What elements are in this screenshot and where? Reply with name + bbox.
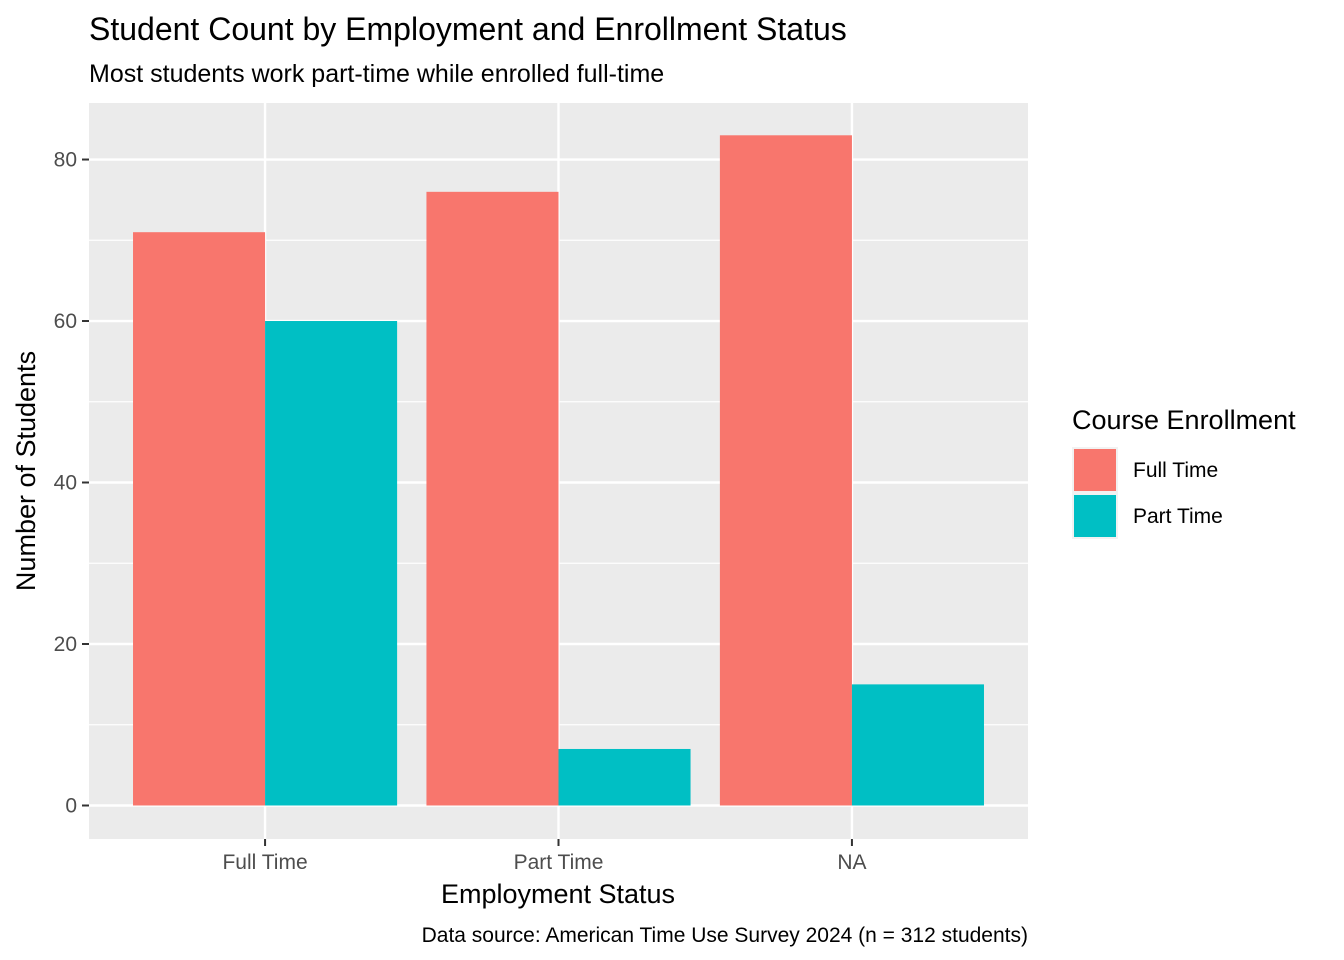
legend-label: Full Time (1133, 459, 1218, 482)
bar (426, 191, 559, 806)
bar (265, 321, 398, 806)
y-tick-label: 0 (65, 794, 77, 817)
legend: Course Enrollment Full Time Part Time (1072, 405, 1296, 539)
y-tick-label: 40 (54, 472, 77, 495)
bars (133, 135, 984, 806)
y-axis-label: Number of Students (11, 351, 41, 591)
x-axis-label: Employment Status (441, 879, 675, 909)
chart-subtitle: Most students work part-time while enrol… (89, 60, 664, 88)
legend-items: Full Time Part Time (1072, 447, 1223, 539)
legend-key (1074, 449, 1116, 491)
bar (851, 684, 984, 806)
legend-title: Course Enrollment (1072, 405, 1296, 435)
chart-caption: Data source: American Time Use Survey 20… (422, 924, 1028, 947)
y-axis: 0 20 40 60 80 (54, 149, 89, 817)
x-tick-label: NA (837, 851, 866, 874)
x-tick-label: Part Time (514, 851, 604, 874)
y-tick-label: 60 (54, 310, 77, 333)
legend-label: Part Time (1133, 505, 1223, 528)
chart-title: Student Count by Employment and Enrollme… (89, 11, 847, 47)
y-tick-label: 80 (54, 149, 77, 172)
x-axis: Full Time Part Time NA (222, 839, 867, 874)
bar (719, 135, 852, 806)
x-tick-label: Full Time (222, 851, 307, 874)
bar (558, 748, 691, 806)
legend-key (1074, 495, 1116, 537)
y-tick-label: 20 (54, 633, 77, 656)
bar (133, 232, 266, 806)
